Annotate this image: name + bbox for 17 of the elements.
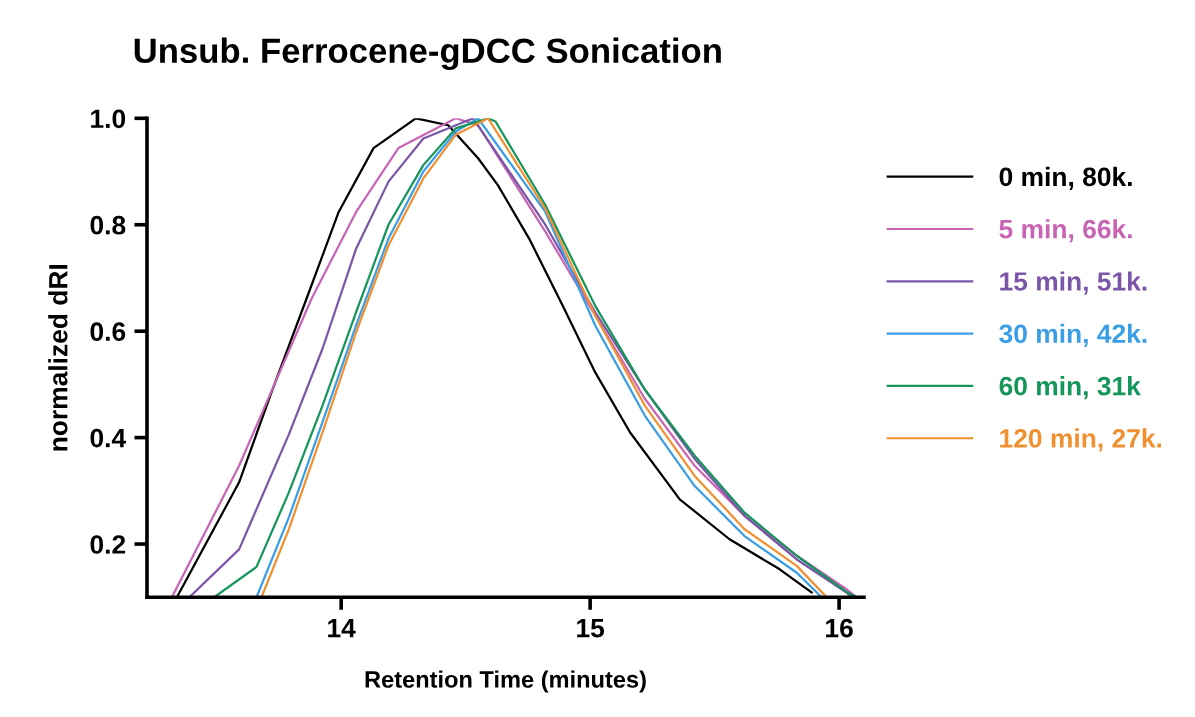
legend-label: 60 min, 31k (999, 376, 1141, 400)
x-tick-label: 14 (328, 619, 356, 638)
x-tick-label: 15 (577, 619, 605, 638)
legend-label: 0 min, 80k. (999, 166, 1132, 191)
y-axis-title: normalized dRI (48, 264, 68, 451)
y-tick-label: 0.8 (90, 215, 126, 235)
chart-title: Unsub. Ferrocene-gDCC Sonication (134, 37, 721, 71)
legend-label: 5 min, 66k. (999, 219, 1132, 243)
y-tick-label: 0.4 (90, 428, 127, 448)
legend-label: 15 min, 51k. (1000, 271, 1147, 295)
y-tick-label: 1.0 (91, 109, 126, 129)
x-tick-label: 16 (826, 618, 853, 638)
y-tick-label: 0.2 (90, 535, 126, 554)
x-axis-title: Retention Time (minutes) (365, 670, 646, 693)
legend-label: 120 min, 27k. (1000, 428, 1162, 452)
y-tick-label: 0.6 (90, 322, 126, 341)
legend-label: 30 min, 42k. (999, 323, 1147, 347)
